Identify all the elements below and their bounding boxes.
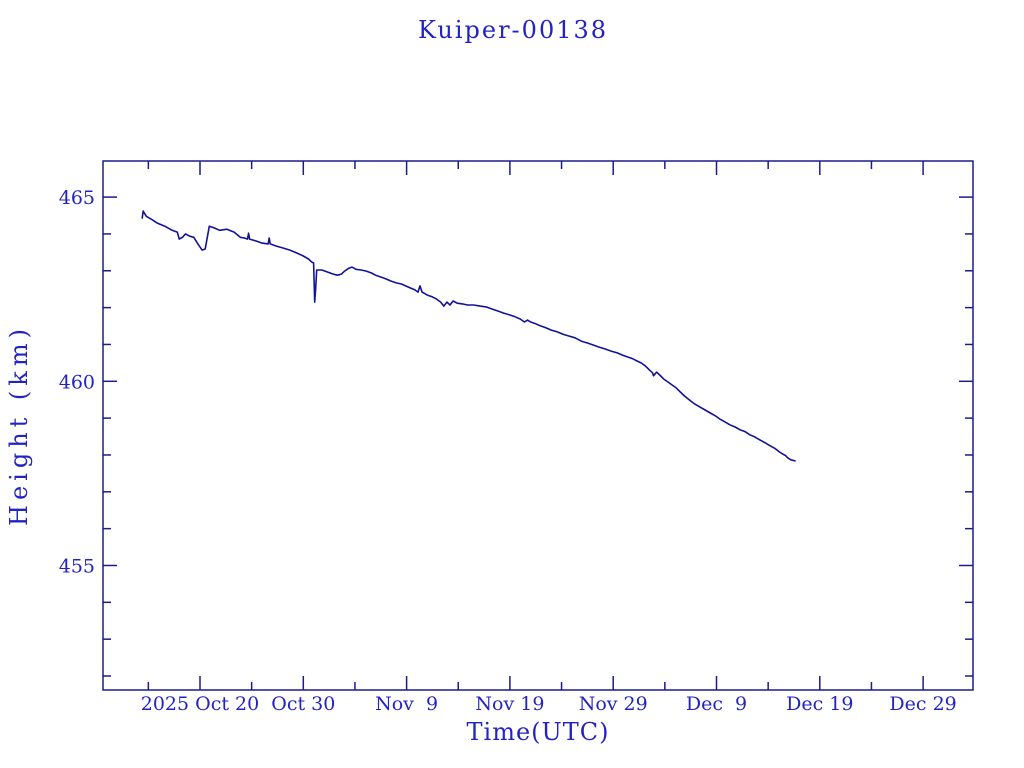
data-line [141, 210, 796, 462]
x-tick-label: Oct 30 [271, 693, 335, 715]
x-tick-label: Dec 9 [686, 693, 747, 715]
x-tick-label: Dec 29 [889, 693, 956, 715]
y-axis-title: Height (km) [5, 324, 33, 526]
y-tick-label: 455 [59, 555, 95, 577]
x-tick-label: Dec 19 [786, 693, 853, 715]
axes-layer: 2025 Oct 20 Oct 30 Nov 9 Nov 19 Nov 29 Dec 9 D… [59, 160, 974, 715]
y-tick-label: 460 [59, 371, 95, 393]
x-tick-label: Nov 29 [579, 693, 648, 715]
x-tick-label: 2025 Oct 20 [141, 693, 259, 715]
x-tick-label: Nov 9 [375, 693, 438, 715]
plot-frame [102, 160, 974, 691]
chart-title: Kuiper-00138 [418, 16, 608, 44]
series-layer [141, 210, 796, 462]
x-tick-label: Nov 19 [475, 693, 544, 715]
y-tick-label: 465 [59, 187, 95, 209]
x-axis-title: Time(UTC) [467, 718, 610, 746]
